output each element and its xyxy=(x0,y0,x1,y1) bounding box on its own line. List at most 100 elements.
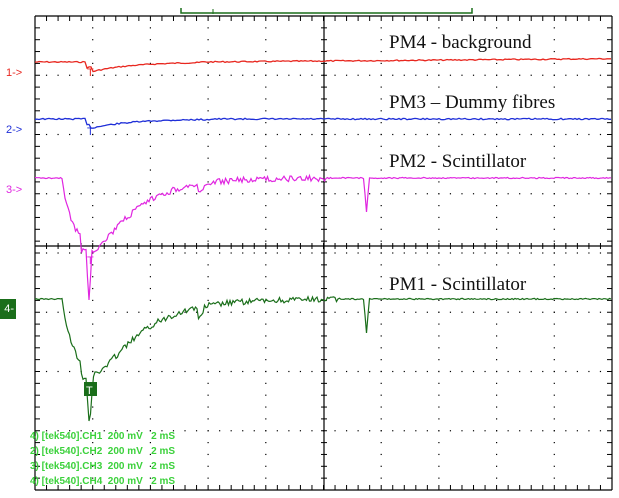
grid-dot xyxy=(92,39,94,41)
grid-dot xyxy=(299,430,302,432)
grid-dot xyxy=(553,205,555,207)
grid-dot xyxy=(149,276,151,278)
grid-dot xyxy=(253,252,255,254)
label-pm1: PM1 - Scintillator xyxy=(387,274,529,296)
grid-dot xyxy=(438,382,440,384)
grid-dot xyxy=(438,311,440,313)
grid-dot xyxy=(92,110,94,112)
grid-dot xyxy=(92,465,94,467)
grid-dot xyxy=(288,370,290,373)
grid-dot xyxy=(599,430,602,432)
grid-dot xyxy=(57,133,59,136)
grid-dot xyxy=(161,252,163,254)
channel-marker-ch3[interactable]: 3-> xyxy=(6,184,23,196)
grid-dot xyxy=(553,406,555,408)
grid-dot xyxy=(369,430,371,432)
grid-dot xyxy=(265,287,267,290)
status-line-ch2: 2) [tek540].CH2 200 mV 2 mS xyxy=(30,446,176,457)
grid-dot xyxy=(472,430,475,432)
grid-dot xyxy=(380,193,382,195)
grid-dot xyxy=(553,394,555,396)
grid-dot xyxy=(57,311,59,313)
grid-dot xyxy=(92,193,94,195)
grid-dot xyxy=(265,335,267,337)
grid-dot xyxy=(69,430,71,432)
grid-dot xyxy=(438,406,440,408)
grid-dot xyxy=(265,430,267,432)
grid-dot xyxy=(92,323,94,325)
grid-dot xyxy=(92,181,94,183)
grid-dot xyxy=(542,370,544,373)
grid-dot xyxy=(496,477,498,479)
grid-dot xyxy=(207,382,209,384)
grid-dot xyxy=(553,228,555,230)
grid-dot xyxy=(438,347,440,349)
grid-dot xyxy=(380,157,382,159)
grid-dot xyxy=(195,193,198,195)
grid-dot xyxy=(276,74,278,76)
grid-dot xyxy=(92,98,94,100)
grid-dot xyxy=(92,406,94,408)
grid-dot xyxy=(92,240,94,242)
grid-dot xyxy=(426,311,428,313)
grid-dot xyxy=(542,252,544,254)
grid-dot xyxy=(207,465,209,467)
grid-dot xyxy=(449,133,452,136)
grid-dot xyxy=(265,74,267,76)
grid-dot xyxy=(553,27,555,29)
trigger-marker-ch4: T xyxy=(86,385,93,397)
grid-dot xyxy=(311,133,313,136)
grid-dot xyxy=(149,287,151,290)
channel-marker-ch1[interactable]: 1-> xyxy=(6,67,23,79)
grid-dot xyxy=(149,193,151,195)
grid-dot xyxy=(195,252,198,254)
grid-dot xyxy=(380,430,382,432)
grid-dot xyxy=(519,252,521,254)
grid-dot xyxy=(484,193,486,195)
grid-dot xyxy=(230,311,232,313)
grid-dot xyxy=(392,193,394,195)
grid-dot xyxy=(207,347,209,349)
grid-dot xyxy=(380,406,382,408)
grid-dot xyxy=(496,382,498,384)
grid-dot xyxy=(253,74,255,76)
grid-dot xyxy=(357,193,359,195)
grid-dot xyxy=(496,453,498,456)
grid-dot xyxy=(438,228,440,230)
grid-dot xyxy=(57,430,59,432)
grid-dot xyxy=(553,157,555,159)
grid-dot xyxy=(415,74,417,76)
grid-dot xyxy=(184,133,186,136)
grid-dot xyxy=(207,477,209,479)
grid-dot xyxy=(230,430,232,432)
grid-dot xyxy=(438,27,440,29)
grid-dot xyxy=(438,442,440,444)
grid-dot xyxy=(115,193,117,195)
grid-dot xyxy=(126,370,128,373)
grid-dot xyxy=(265,240,267,242)
grid-dot xyxy=(553,335,555,337)
grid-dot xyxy=(80,133,82,136)
grid-dot xyxy=(149,311,151,313)
grid-dot xyxy=(207,216,209,219)
grid-dot xyxy=(276,311,278,313)
channel-marker-ch4[interactable]: 4-> xyxy=(0,299,16,335)
grid-dot xyxy=(265,382,267,384)
grid-dot xyxy=(230,370,232,373)
grid-dot xyxy=(195,74,198,76)
grid-dot xyxy=(496,311,498,313)
grid-dot xyxy=(69,252,71,254)
grid-dot xyxy=(149,240,151,242)
grid-dot xyxy=(207,335,209,337)
grid-dot xyxy=(265,453,267,456)
grid-dot xyxy=(149,133,151,136)
grid-dot xyxy=(553,418,555,420)
grid-dot xyxy=(496,252,498,254)
grid-dot xyxy=(553,216,555,219)
channel-marker-ch2[interactable]: 2-> xyxy=(6,124,23,136)
grid-dot xyxy=(69,74,71,76)
grid-dot xyxy=(265,394,267,396)
grid-dot xyxy=(138,133,140,136)
grid-dot xyxy=(172,252,175,254)
